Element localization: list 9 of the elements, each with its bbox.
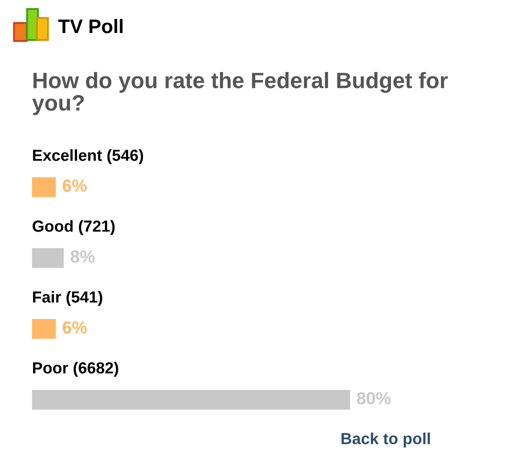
data-label: 6% (62, 180, 87, 192)
text: Back to poll (342, 432, 430, 448)
data-label: 6% (62, 321, 87, 334)
y-tick-label: Excellent (546) (33, 149, 144, 164)
chart-subtitle: How do you rate the Federal Budget for you? (32, 72, 448, 116)
y-tick-label: Fair (541) (33, 290, 102, 306)
y-tick-label: Good (721) (32, 220, 115, 235)
chart-title: TV Poll (58, 18, 123, 34)
y-tick-label: Poor (6682) (33, 362, 118, 377)
